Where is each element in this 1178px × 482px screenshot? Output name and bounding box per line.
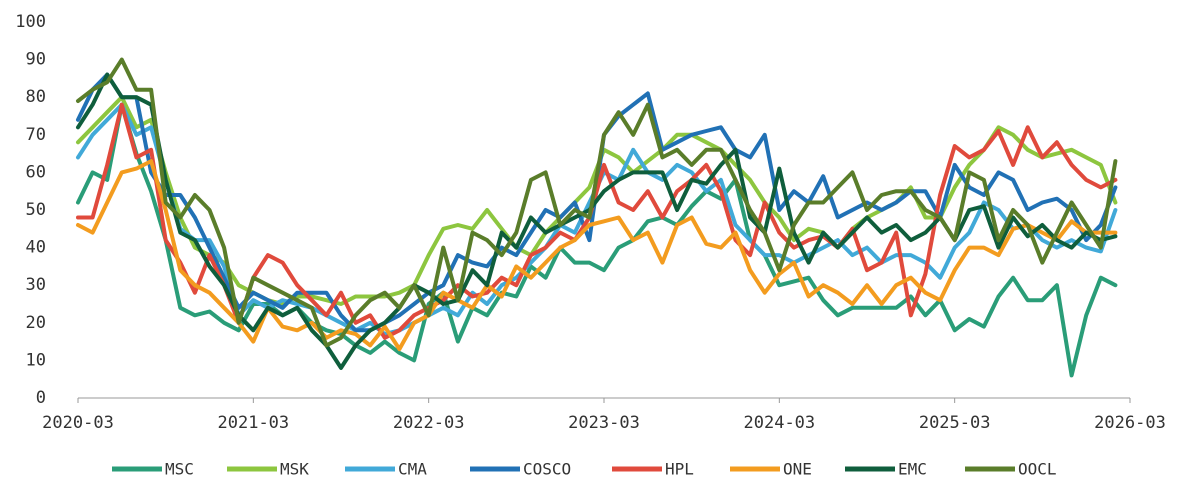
y-tick-label: 20 <box>26 313 46 333</box>
chart: 0 10 20 30 40 50 60 70 80 90 100 2020-03 2021-03 2022… <box>0 0 1178 482</box>
y-tick-label: 60 <box>26 162 46 182</box>
legend-label: MSC <box>165 460 194 479</box>
x-tick-label: 2026-03 <box>1094 413 1166 433</box>
x-tick-label: 2022-03 <box>393 413 465 433</box>
y-tick-label: 10 <box>26 350 46 370</box>
legend-label: COSCO <box>523 460 571 479</box>
y-tick-label: 70 <box>26 125 46 145</box>
y-tick-label: 80 <box>26 87 46 107</box>
legend-label: OOCL <box>1018 460 1057 479</box>
y-tick-label: 40 <box>26 238 46 258</box>
y-tick-label: 30 <box>26 275 46 295</box>
x-tick-label: 2020-03 <box>42 413 114 433</box>
y-tick-label: 50 <box>26 200 46 220</box>
x-tick-label: 2025-03 <box>919 413 991 433</box>
x-tick-label: 2024-03 <box>744 413 816 433</box>
legend-label: MSK <box>280 460 309 479</box>
legend-label: CMA <box>398 460 427 479</box>
y-tick-label: 90 <box>26 50 46 70</box>
legend: MSC MSK CMA COSCO HPL ONE EMC OOCL <box>112 460 1057 479</box>
x-tick-label: 2021-03 <box>218 413 290 433</box>
y-tick-label: 100 <box>15 12 46 32</box>
legend-label: EMC <box>898 460 927 479</box>
y-tick-label: 0 <box>36 388 46 408</box>
plot-area: 0 10 20 30 40 50 60 70 80 90 100 2020-03 2021-03 2022… <box>15 12 1166 433</box>
x-tick-label: 2023-03 <box>568 413 640 433</box>
legend-label: HPL <box>665 460 694 479</box>
legend-label: ONE <box>783 460 812 479</box>
